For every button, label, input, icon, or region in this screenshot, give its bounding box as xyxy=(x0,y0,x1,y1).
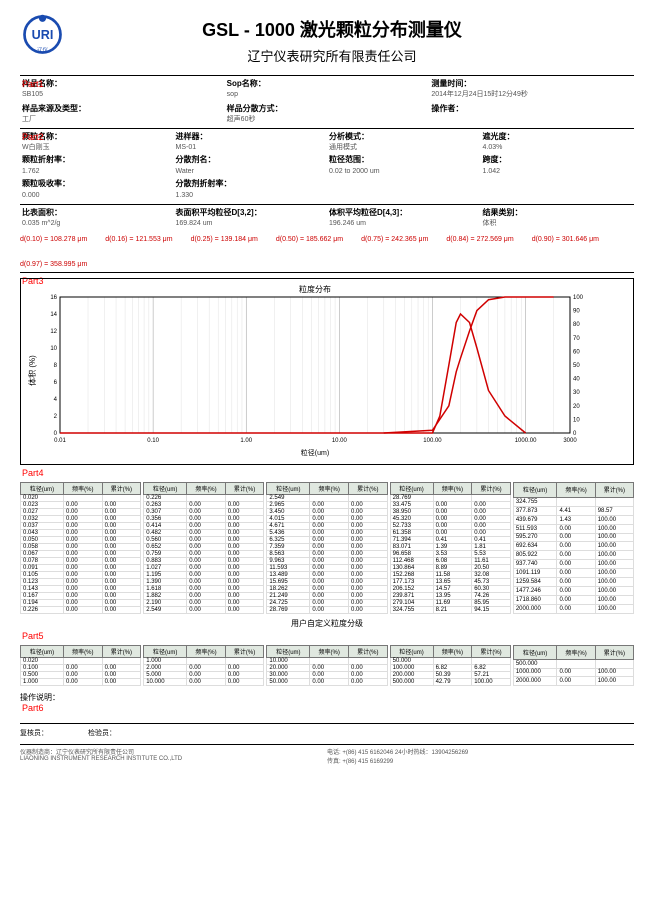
data-table: 粒径(um)频率(%)累计(%)50.000100.0006.826.82200… xyxy=(390,645,511,686)
svg-text:10.00: 10.00 xyxy=(332,438,348,444)
data-table: 粒径(um)频率(%)累计(%)0.2260.2630.000.000.3070… xyxy=(143,482,264,614)
particle-chart: 0 2 4 6 8 10 12 14 16 0 10 20 30 40 50 60 70 80 90 100 0.01 0… xyxy=(20,278,634,465)
part5-label: Part5 xyxy=(22,631,44,641)
part1-label: Part1 xyxy=(22,79,44,89)
page-subtitle: 辽宁仪表研究所有限责任公司 xyxy=(75,46,589,65)
p1-r1c2-val: sop xyxy=(227,91,238,98)
part4-tables: 粒径(um)频率(%)累计(%)0.0200.0230.000.000.0270… xyxy=(20,482,634,614)
p1-r1c3-val: 2014年12月24日15时12分49秒 xyxy=(431,91,528,98)
svg-text:90: 90 xyxy=(573,308,580,314)
svg-text:4: 4 xyxy=(54,397,58,403)
p1-r1c3-label: 测量时间： xyxy=(431,79,471,88)
svg-text:40: 40 xyxy=(573,376,580,382)
svg-text:3000: 3000 xyxy=(563,438,577,444)
svg-text:6: 6 xyxy=(54,380,58,386)
data-table: 粒径(um)频率(%)累计(%)324.755377.8734.4198.574… xyxy=(513,482,634,614)
svg-text:0.01: 0.01 xyxy=(54,438,66,444)
svg-text:16: 16 xyxy=(50,295,57,301)
svg-text:0: 0 xyxy=(573,431,577,437)
p1-r2c3-label: 操作者： xyxy=(431,104,463,113)
reviewer-label: 复核员： xyxy=(20,728,48,738)
data-table: 粒径(um)频率(%)累计(%)0.0200.1000.000.000.5000… xyxy=(20,645,141,686)
data-table: 粒径(um)频率(%)累计(%)0.0200.0230.000.000.0270… xyxy=(20,482,141,614)
page-title: GSL - 1000 激光颗粒分布测量仪 xyxy=(75,16,589,42)
svg-text:60: 60 xyxy=(573,349,580,355)
svg-text:30: 30 xyxy=(573,390,580,396)
svg-text:10: 10 xyxy=(573,417,580,423)
part2-section: Part2 颗粒名称：W白刚玉进样器：MS-01分析模式：通用模式遮光度：4.0… xyxy=(20,128,634,232)
chart-svg: 0 2 4 6 8 10 12 14 16 0 10 20 30 40 50 60 70 80 90 100 0.01 0… xyxy=(25,283,605,458)
svg-text:50: 50 xyxy=(573,363,580,369)
svg-text:100: 100 xyxy=(573,295,584,301)
p1-r2c2-val: 超声60秒 xyxy=(227,116,256,123)
part2-label: Part2 xyxy=(22,132,44,142)
footer: 复核员： 检验员： 仪器制造商：辽宁仪表研究所有限责任公司 LIAONING I… xyxy=(20,723,634,765)
part5-title: 用户自定义粒度分级 xyxy=(20,618,634,629)
data-table: 粒径(um)频率(%)累计(%)500.0001000.0000.00100.0… xyxy=(513,645,634,686)
svg-text:体积 (%): 体积 (%) xyxy=(27,355,37,386)
p1-r2c2-label: 样品分散方式： xyxy=(227,104,283,113)
part5-tables: 粒径(um)频率(%)累计(%)0.0200.1000.000.000.5000… xyxy=(20,645,634,686)
p1-r2c1-val: 工厂 xyxy=(22,116,36,123)
part4-label: Part4 xyxy=(22,468,44,478)
data-table: 粒径(um)频率(%)累计(%)28.76933.4750.000.0038.9… xyxy=(390,482,511,614)
svg-text:0.10: 0.10 xyxy=(147,438,159,444)
tel1: 电话: +(86) 415 6162046 24小时热线：13904256269 xyxy=(327,750,468,756)
svg-text:1000.00: 1000.00 xyxy=(515,438,537,444)
header: URI 辽仪 GSL - 1000 激光颗粒分布测量仪 辽宁仪表研究所有限责任公司 xyxy=(20,12,634,75)
inspector-label: 检验员： xyxy=(88,728,116,738)
operation-note: 操作说明： xyxy=(20,692,634,703)
data-table: 粒径(um)频率(%)累计(%)2.5492.9650.000.003.4500… xyxy=(266,482,387,614)
svg-text:辽仪: 辽仪 xyxy=(37,46,48,54)
svg-text:2: 2 xyxy=(54,414,58,420)
svg-text:0: 0 xyxy=(54,431,58,437)
svg-text:粒径(um): 粒径(um) xyxy=(301,448,329,457)
part6-label: Part6 xyxy=(22,703,44,713)
part3-section: Part3 0246810121416010203040506070809010… xyxy=(20,272,634,468)
svg-text:8: 8 xyxy=(54,363,58,369)
svg-text:1.00: 1.00 xyxy=(240,438,252,444)
part1-section: Part1 样品名称：SB105 Sop名称：sop 测量时间：2014年12月… xyxy=(20,75,634,128)
logo-icon: URI 辽仪 xyxy=(20,12,65,59)
svg-text:80: 80 xyxy=(573,322,580,328)
company-name: LIAONING INSTRUMENT RESEARCH INSTITUTE C… xyxy=(20,756,182,762)
data-table: 粒径(um)频率(%)累计(%)10.00020.0000.000.0030.0… xyxy=(266,645,387,686)
data-table: 粒径(um)频率(%)累计(%)1.0002.0000.000.005.0000… xyxy=(143,645,264,686)
tel2: 传真: +(86) 415 6169299 xyxy=(327,759,393,765)
svg-text:70: 70 xyxy=(573,335,580,341)
svg-text:URI: URI xyxy=(32,28,54,42)
svg-text:粒度分布: 粒度分布 xyxy=(299,284,331,294)
svg-text:10: 10 xyxy=(50,346,57,352)
svg-text:12: 12 xyxy=(50,329,57,335)
p1-r1c1-val: SB105 xyxy=(22,91,43,98)
svg-text:100.00: 100.00 xyxy=(423,438,442,444)
p1-r1c2-label: Sop名称： xyxy=(227,79,266,88)
svg-text:20: 20 xyxy=(573,403,580,409)
d-values-line: d(0.10) = 108.278 μmd(0.16) = 121.553 μm… xyxy=(20,232,634,272)
svg-text:14: 14 xyxy=(50,312,57,318)
p1-r2c1-label: 样品来源及类型： xyxy=(22,104,86,113)
